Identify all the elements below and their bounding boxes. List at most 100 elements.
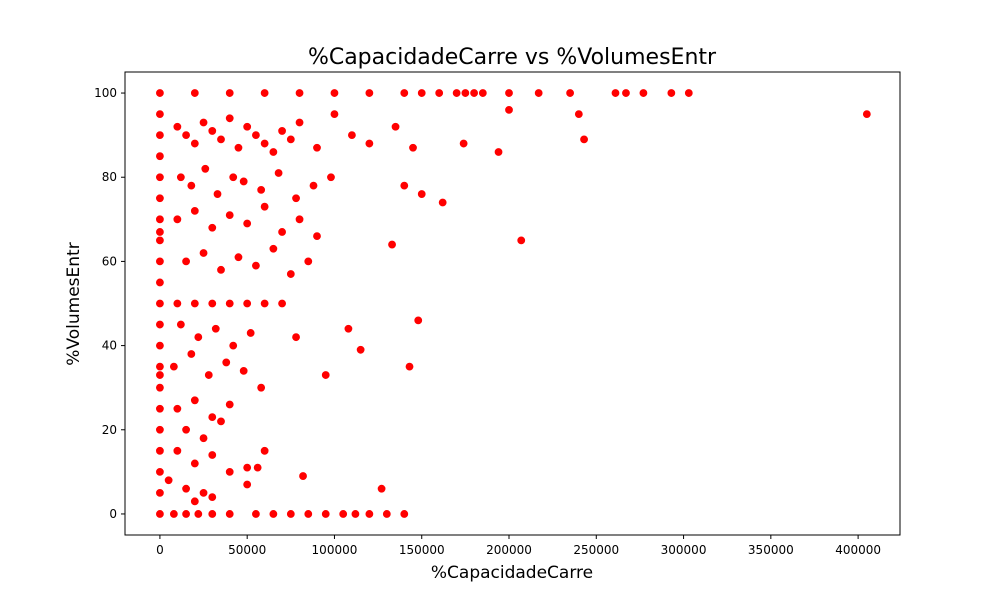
data-point bbox=[242, 479, 252, 490]
data-point bbox=[198, 248, 209, 258]
data-point bbox=[321, 509, 331, 519]
data-point bbox=[286, 134, 296, 145]
x-tick-label: 150000 bbox=[399, 543, 445, 557]
data-point bbox=[256, 185, 266, 195]
data-point bbox=[155, 227, 165, 237]
data-point bbox=[434, 88, 444, 98]
data-point bbox=[181, 130, 191, 140]
data-point bbox=[155, 509, 165, 519]
data-point bbox=[169, 361, 179, 372]
data-point bbox=[216, 265, 226, 275]
data-point bbox=[190, 395, 200, 406]
data-point bbox=[516, 235, 526, 246]
data-point bbox=[155, 404, 165, 414]
y-tick-label: 20 bbox=[102, 423, 117, 437]
data-point bbox=[338, 509, 348, 519]
y-axis-title: %VolumesEntr bbox=[64, 242, 84, 365]
data-point bbox=[155, 214, 165, 225]
data-point bbox=[404, 361, 415, 372]
data-point bbox=[329, 109, 340, 119]
data-point bbox=[181, 484, 191, 494]
data-point bbox=[155, 361, 165, 372]
data-point bbox=[286, 269, 296, 279]
data-point bbox=[225, 210, 235, 220]
data-point bbox=[364, 138, 375, 149]
data-point bbox=[321, 370, 331, 380]
data-point bbox=[155, 488, 165, 498]
data-point bbox=[355, 345, 366, 355]
data-point bbox=[193, 509, 204, 519]
data-point bbox=[574, 109, 584, 119]
data-point bbox=[207, 492, 217, 502]
data-point bbox=[228, 340, 238, 351]
data-point bbox=[225, 467, 235, 477]
data-point bbox=[186, 349, 197, 359]
data-point bbox=[186, 180, 197, 191]
data-point bbox=[469, 88, 479, 98]
data-point bbox=[169, 509, 179, 519]
data-point bbox=[251, 260, 261, 271]
x-axis: 0 50000 100000 150000 200000 250000 300000 3500… bbox=[156, 535, 881, 557]
data-point bbox=[200, 164, 210, 174]
data-point bbox=[233, 252, 244, 262]
x-tick-label: 200000 bbox=[486, 543, 532, 557]
y-tick-label: 100 bbox=[94, 86, 117, 100]
data-point bbox=[176, 172, 186, 182]
data-point bbox=[245, 328, 256, 338]
x-tick-label: 300000 bbox=[661, 543, 707, 557]
x-tick-label: 100000 bbox=[312, 543, 358, 557]
data-point bbox=[294, 214, 305, 225]
data-point bbox=[204, 370, 214, 380]
data-point bbox=[478, 88, 488, 98]
data-point bbox=[610, 88, 621, 98]
data-point bbox=[172, 214, 183, 225]
data-point bbox=[190, 298, 200, 309]
data-point bbox=[291, 193, 301, 203]
data-point bbox=[155, 277, 165, 288]
data-point bbox=[326, 172, 336, 182]
data-point bbox=[312, 231, 322, 241]
data-point bbox=[172, 446, 183, 456]
y-tick-label: 60 bbox=[102, 254, 117, 268]
data-point bbox=[190, 458, 200, 469]
data-point bbox=[259, 201, 270, 212]
data-point bbox=[233, 143, 244, 153]
data-point bbox=[268, 244, 279, 254]
data-point bbox=[181, 256, 191, 267]
data-point bbox=[259, 298, 270, 309]
data-point bbox=[437, 197, 448, 208]
data-point bbox=[273, 168, 284, 178]
data-point bbox=[190, 88, 200, 98]
data-point bbox=[382, 509, 392, 519]
data-point bbox=[376, 484, 387, 494]
data-point bbox=[207, 298, 217, 309]
data-point bbox=[268, 509, 279, 519]
x-tick-label: 350000 bbox=[748, 543, 794, 557]
data-point bbox=[417, 88, 427, 98]
data-point bbox=[666, 88, 677, 98]
data-point bbox=[504, 88, 514, 98]
data-point bbox=[565, 88, 575, 98]
data-point bbox=[238, 366, 249, 376]
data-point bbox=[387, 239, 397, 250]
data-point bbox=[451, 88, 462, 98]
data-point bbox=[181, 509, 191, 519]
data-point bbox=[399, 88, 409, 98]
data-point bbox=[638, 88, 649, 98]
data-point bbox=[252, 462, 263, 473]
points-layer bbox=[155, 88, 872, 519]
data-point bbox=[291, 332, 301, 342]
data-point bbox=[268, 147, 279, 157]
data-point bbox=[190, 496, 200, 507]
data-point bbox=[198, 488, 209, 498]
y-axis: 0 20 40 60 80 100 bbox=[94, 86, 125, 521]
data-point bbox=[155, 340, 165, 351]
x-tick-label: 0 bbox=[156, 543, 164, 557]
data-point bbox=[176, 319, 186, 330]
data-point bbox=[163, 475, 174, 485]
data-point bbox=[216, 134, 226, 145]
data-point bbox=[413, 315, 423, 326]
data-point bbox=[155, 319, 165, 330]
data-point bbox=[286, 509, 296, 519]
